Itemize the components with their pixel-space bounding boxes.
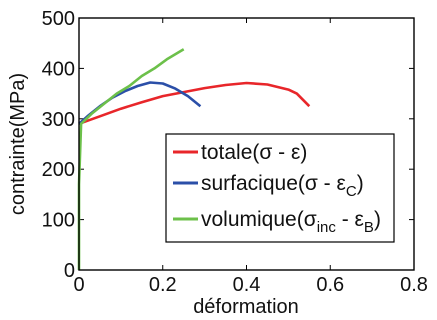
x-tick-label: 0.8 — [400, 274, 428, 296]
legend-volumique-open: (σ — [297, 208, 317, 231]
x-tick-label: 0.6 — [316, 274, 344, 296]
x-tick-label: 0 — [73, 274, 84, 296]
legend-volumique-sub2: B — [364, 219, 374, 236]
legend-label-totale: totale(σ - ε) — [201, 141, 307, 164]
y-tick-label: 100 — [42, 210, 75, 232]
legend-box — [165, 133, 395, 243]
y-tick-label: 200 — [42, 159, 75, 181]
x-axis-label: déformation — [193, 296, 299, 318]
y-ticks: 0 100 200 300 400 500 — [42, 8, 414, 282]
legend: totale(σ - ε) surfacique(σ - εC) volumiq… — [165, 133, 395, 243]
legend-label-volumique: volumique(σinc - εB) — [201, 208, 381, 236]
x-tick-label: 0.2 — [149, 274, 177, 296]
y-tick-label: 500 — [42, 8, 75, 30]
y-tick-label: 300 — [42, 109, 75, 131]
legend-volumique-mid: - ε — [336, 208, 364, 231]
y-tick-label: 400 — [42, 58, 75, 80]
legend-totale-name: totale — [201, 141, 252, 164]
legend-volumique-sub1: inc — [317, 219, 337, 236]
series-lines — [77, 48, 311, 270]
legend-totale-formula: (σ - ε) — [252, 141, 307, 164]
legend-volumique-close: ) — [374, 208, 381, 231]
legend-surfacique-close: ) — [357, 172, 364, 195]
series-line-volumique — [77, 48, 185, 270]
plot-frame — [78, 17, 415, 271]
x-ticks: 0 0.2 0.4 0.6 0.8 — [73, 18, 428, 296]
x-tick-label: 0.4 — [233, 274, 261, 296]
legend-volumique-name: volumique — [201, 208, 297, 231]
legend-surfacique-sub: C — [346, 183, 357, 200]
legend-surfacique-name: surfacique — [201, 172, 298, 195]
legend-label-surfacique: surfacique(σ - εC) — [201, 172, 364, 200]
y-axis-label: contrainte(MPa) — [7, 73, 29, 215]
series-line-totale — [78, 81, 311, 126]
legend-surfacique-open: (σ - ε — [298, 172, 346, 195]
y-tick-label: 0 — [64, 260, 75, 282]
